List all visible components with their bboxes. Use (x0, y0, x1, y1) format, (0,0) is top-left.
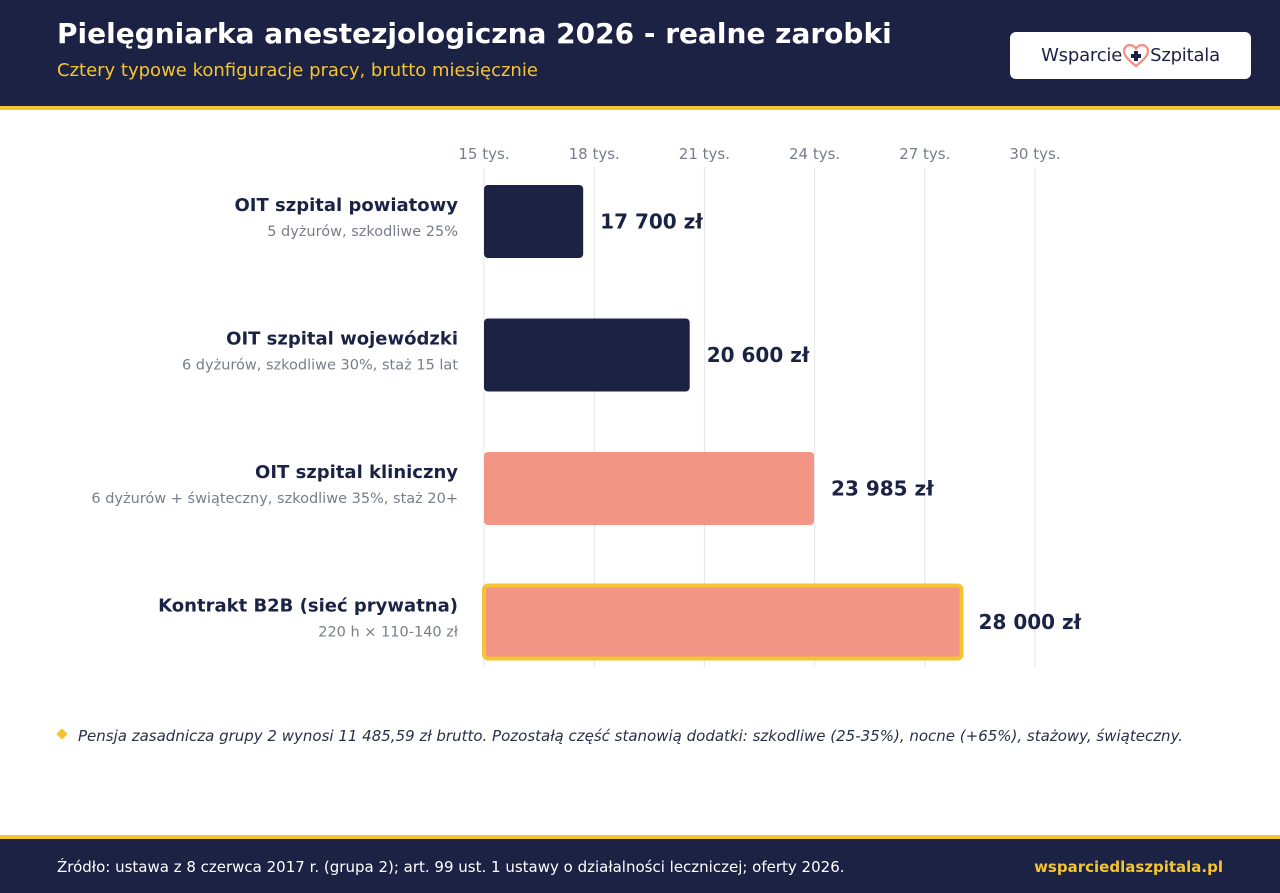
category-label: OIT szpital kliniczny (255, 462, 458, 483)
x-tick-label: 21 tys. (679, 145, 730, 163)
footer: Źródło: ustawa z 8 czerwca 2017 r. (grup… (0, 835, 1280, 893)
category-sublabel: 6 dyżurów, szkodliwe 30%, staż 15 lat (182, 358, 458, 374)
logo-wordmark: Wsparcie Szpitala (1041, 43, 1220, 68)
heart-cross-icon (1123, 43, 1150, 68)
bar (484, 318, 690, 392)
footnote: Pensja zasadnicza grupy 2 wynosi 11 485,… (56, 727, 1237, 745)
category-sublabel: 220 h × 110-140 zł (318, 625, 459, 641)
logo-word-1: Wsparcie (1041, 45, 1123, 66)
x-tick-label: 15 tys. (458, 145, 509, 163)
page-title: Pielęgniarka anestezjologiczna 2026 - re… (57, 17, 892, 50)
x-tick-label: 24 tys. (789, 145, 840, 163)
bar-value-label: 20 600 zł (707, 343, 810, 367)
bar (484, 452, 815, 525)
header: Pielęgniarka anestezjologiczna 2026 - re… (0, 0, 1280, 110)
category-sublabel: 6 dyżurów + świąteczny, szkodliwe 35%, s… (91, 491, 458, 507)
source-text: Źródło: ustawa z 8 czerwca 2017 r. (grup… (57, 858, 845, 876)
footnote-text: Pensja zasadnicza grupy 2 wynosi 11 485,… (78, 727, 1184, 745)
x-tick-label: 30 tys. (1009, 145, 1060, 163)
bar-value-label: 23 985 zł (831, 477, 934, 501)
brand-logo: Wsparcie Szpitala (1010, 32, 1251, 79)
bar-value-label: 17 700 zł (600, 210, 703, 234)
salary-chart: 15 tys. 18 tys. 21 tys. 24 tys. 27 tys. 30 ty… (91, 145, 1082, 667)
category-label: Kontrakt B2B (sieć prywatna) (158, 596, 458, 617)
x-tick-label: 27 tys. (899, 145, 950, 163)
bar-value-label: 28 000 zł (979, 610, 1082, 634)
x-tick-label: 18 tys. (569, 145, 620, 163)
page-subtitle: Cztery typowe konfiguracje pracy, brutto… (57, 60, 538, 81)
bar (482, 583, 964, 661)
bar (484, 185, 584, 258)
diamond-bullet-icon (56, 728, 68, 740)
category-label: OIT szpital wojewódzki (226, 329, 458, 350)
category-label: OIT szpital powiatowy (234, 195, 458, 216)
logo-word-2: Szpitala (1150, 45, 1220, 66)
website-link[interactable]: wsparciedlaszpitala.pl (1034, 858, 1223, 876)
category-sublabel: 5 dyżurów, szkodliwe 25% (267, 224, 458, 240)
